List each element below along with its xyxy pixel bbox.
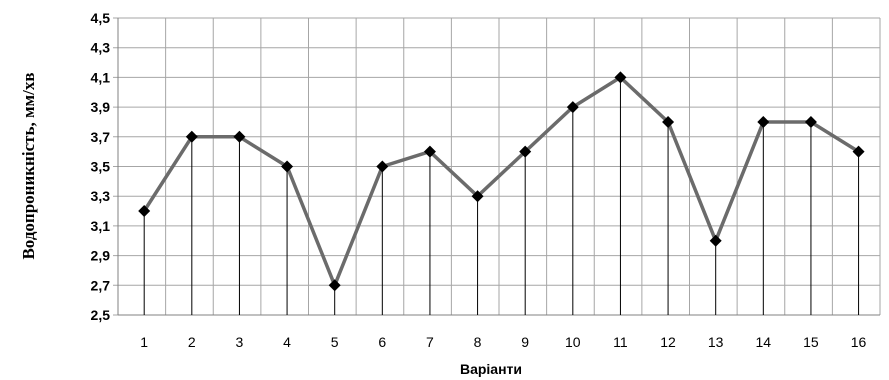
y-tick-label: 3,7 (91, 129, 111, 145)
x-tick-label: 6 (378, 334, 386, 350)
data-point (852, 145, 865, 158)
data-markers (138, 71, 865, 292)
y-tick-label: 3,3 (91, 188, 111, 204)
y-tick-label: 3,9 (91, 99, 111, 115)
x-tick-label: 5 (331, 334, 339, 350)
x-tick-label: 11 (613, 334, 628, 350)
x-tick-label: 16 (851, 334, 867, 350)
x-tick-label: 8 (474, 334, 482, 350)
data-point (376, 160, 389, 173)
y-tick-label: 2,9 (91, 248, 111, 264)
y-tick-label: 2,7 (91, 277, 111, 293)
y-tick-label: 4,5 (91, 10, 111, 26)
data-point (804, 115, 817, 128)
x-tick-label: 3 (236, 334, 244, 350)
grid (113, 17, 881, 316)
data-point (566, 101, 579, 114)
data-point (519, 145, 532, 158)
x-tick-label: 12 (660, 334, 676, 350)
y-tick-label: 3,1 (91, 218, 111, 234)
x-tick-label: 1 (140, 334, 148, 350)
data-point (423, 145, 436, 158)
data-point (709, 234, 722, 247)
y-tick-label: 4,1 (91, 69, 111, 85)
x-tick-label: 15 (803, 334, 819, 350)
x-tick-labels: 1 2 3 4 5 6 7 8 9 10 11 12 13 14 15 16 (140, 334, 866, 350)
data-point (233, 130, 246, 143)
data-point (471, 190, 484, 203)
drop-lines (143, 77, 860, 315)
y-axis-label: Водопроникність, мм/хв (19, 72, 38, 259)
x-axis-label: Варіанти (460, 361, 522, 377)
series-line (142, 75, 860, 288)
data-point (138, 205, 151, 218)
y-tick-label: 4,3 (91, 40, 111, 56)
y-tick-label: 3,5 (91, 159, 111, 175)
x-tick-label: 2 (188, 334, 196, 350)
x-tick-label: 13 (708, 334, 724, 350)
data-point (662, 115, 675, 128)
data-point (185, 130, 198, 143)
x-tick-label: 7 (426, 334, 434, 350)
x-tick-label: 14 (756, 334, 772, 350)
x-tick-label: 9 (521, 334, 529, 350)
x-tick-label: 4 (283, 334, 291, 350)
data-point (328, 279, 341, 292)
y-tick-label: 2,5 (91, 307, 111, 323)
data-point (281, 160, 294, 173)
x-tick-label: 10 (565, 334, 581, 350)
data-point (757, 115, 770, 128)
data-point (614, 71, 627, 84)
y-tick-labels: 2,5 2,7 2,9 3,1 3,3 3,5 3,7 3,9 4,1 4,3 4,5 (91, 10, 111, 323)
